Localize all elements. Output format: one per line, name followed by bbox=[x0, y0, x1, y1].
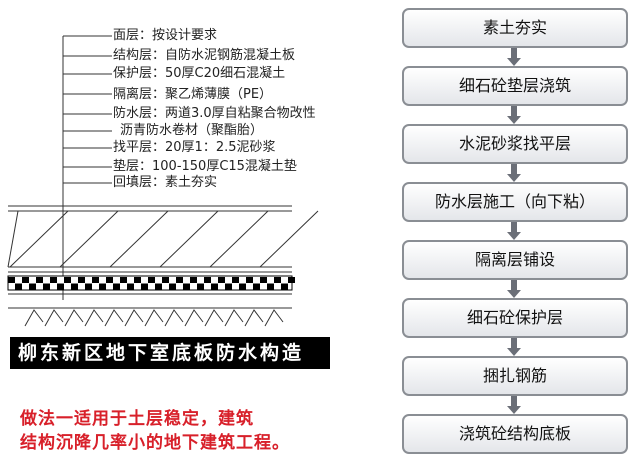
membrane-cell bbox=[57, 283, 64, 290]
flow-step: 防水层施工（向下粘） bbox=[402, 182, 628, 222]
membrane-cell bbox=[190, 277, 197, 283]
layer-label: 结构层：自防水泥钢筋混凝土板 bbox=[113, 48, 296, 63]
soil-hatch bbox=[204, 309, 224, 327]
layer-label: 沥青防水卷材（聚酯胎） bbox=[120, 123, 264, 138]
soil-hatch bbox=[84, 309, 104, 327]
membrane-cell bbox=[134, 277, 141, 283]
layer-label: 隔离层：聚乙烯薄膜（PE） bbox=[113, 87, 273, 102]
membrane-cell bbox=[43, 283, 50, 290]
diagram-title: 柳东新区地下室底板防水构造 bbox=[10, 337, 330, 369]
membrane-cell bbox=[106, 277, 113, 283]
arrow-down-icon bbox=[507, 222, 521, 240]
membrane-cell bbox=[211, 283, 218, 290]
soil-hatch bbox=[264, 309, 284, 327]
flow-step: 细石砼保护层 bbox=[402, 298, 628, 338]
membrane-cell bbox=[267, 283, 274, 290]
layer-label: 保护层：50厚C20细石混凝土 bbox=[113, 66, 286, 81]
membrane-cell bbox=[78, 277, 85, 283]
hatch-line bbox=[109, 210, 169, 268]
membrane-cell bbox=[148, 277, 155, 283]
arrow-down-icon bbox=[507, 48, 521, 66]
soil-hatch bbox=[44, 309, 64, 327]
arrow-down-icon bbox=[507, 396, 521, 414]
note-line-2: 结构沉降几率小的地下建筑工程。 bbox=[20, 433, 290, 453]
membrane-cell bbox=[113, 283, 120, 290]
arrow-down-icon bbox=[507, 164, 521, 182]
membrane-cell bbox=[36, 277, 43, 283]
soil-hatch bbox=[64, 309, 84, 327]
membrane-cell bbox=[274, 277, 281, 283]
membrane-cell bbox=[218, 277, 225, 283]
membrane-cell bbox=[288, 277, 295, 283]
membrane-cell bbox=[22, 277, 29, 283]
soil-hatch bbox=[144, 309, 164, 327]
membrane-cell bbox=[141, 283, 148, 290]
soil-hatch bbox=[224, 309, 244, 327]
membrane-cell bbox=[281, 283, 288, 290]
membrane-cell bbox=[197, 283, 204, 290]
hatch-line bbox=[209, 210, 269, 268]
arrow-down-icon bbox=[507, 106, 521, 124]
membrane-cell bbox=[85, 283, 92, 290]
layer-label: 垫层：100-150厚C15混凝土垫 bbox=[113, 159, 297, 174]
membrane-cell bbox=[92, 277, 99, 283]
hatch-line bbox=[9, 210, 69, 268]
membrane-cell bbox=[176, 277, 183, 283]
membrane-cell bbox=[99, 283, 106, 290]
note-line-1: 做法一适用于土层稳定，建筑 bbox=[20, 409, 254, 429]
membrane-cell bbox=[232, 277, 239, 283]
flow-step: 浇筑砼结构底板 bbox=[402, 414, 628, 454]
membrane-cell bbox=[155, 283, 162, 290]
membrane-cell bbox=[162, 277, 169, 283]
flow-step: 细石砼垫层浇筑 bbox=[402, 66, 628, 106]
arrow-down-icon bbox=[507, 280, 521, 298]
membrane-cell bbox=[246, 277, 253, 283]
layer-label: 回填层：素土夯实 bbox=[113, 175, 218, 190]
membrane-cell bbox=[169, 283, 176, 290]
flow-step: 隔离层铺设 bbox=[402, 240, 628, 280]
membrane-cell bbox=[260, 277, 267, 283]
membrane-cell bbox=[253, 283, 260, 290]
layer-label: 防水层：两道3.0厚自粘聚合物改性 bbox=[113, 106, 316, 121]
hatch-line bbox=[159, 210, 219, 268]
layer-label: 面层：按设计要求 bbox=[113, 28, 218, 43]
hatch-line bbox=[59, 210, 119, 268]
hatch-line bbox=[7, 210, 19, 268]
membrane-cell bbox=[50, 277, 57, 283]
membrane-cell bbox=[8, 277, 15, 283]
membrane-cell bbox=[127, 283, 134, 290]
arrow-down-icon bbox=[507, 338, 521, 356]
membrane-cell bbox=[183, 283, 190, 290]
membrane-cell bbox=[239, 283, 246, 290]
soil-hatch bbox=[184, 309, 204, 327]
membrane-cell bbox=[29, 283, 36, 290]
soil-hatch bbox=[24, 309, 44, 327]
membrane-cell bbox=[15, 283, 22, 290]
soil-hatch bbox=[164, 309, 184, 327]
membrane-cell bbox=[120, 277, 127, 283]
membrane-cell bbox=[225, 283, 232, 290]
soil-hatch bbox=[104, 309, 124, 327]
soil-hatch bbox=[124, 309, 144, 327]
membrane-cell bbox=[71, 283, 78, 290]
layer-label: 找平层：20厚1：2.5泥砂浆 bbox=[113, 140, 276, 155]
flow-step: 捆扎钢筋 bbox=[402, 356, 628, 396]
flow-step: 水泥砂浆找平层 bbox=[402, 124, 628, 164]
flow-step: 素土夯实 bbox=[402, 8, 628, 48]
section-drawing bbox=[7, 35, 319, 327]
membrane-cell bbox=[204, 277, 211, 283]
hatch-line bbox=[259, 210, 319, 268]
soil-hatch bbox=[244, 309, 264, 327]
membrane-cell bbox=[64, 277, 71, 283]
